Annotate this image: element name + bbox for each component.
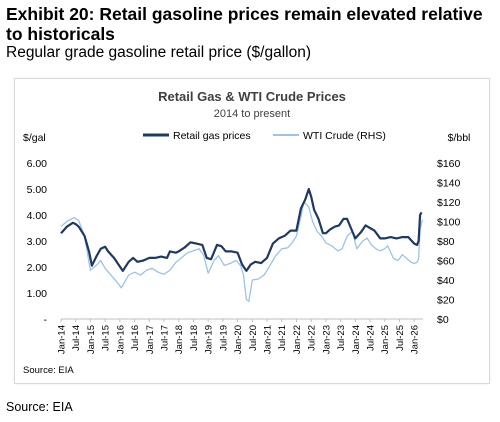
chart-subtitle: 2014 to present — [214, 108, 290, 120]
y2-tick-label: $140 — [437, 178, 461, 190]
x-tick-label: Jan-17 — [145, 325, 156, 354]
x-tick-label: Jul-24 — [366, 325, 377, 351]
x-tick-label: Jan-26 — [410, 325, 421, 354]
x-tick-label: Jul-19 — [218, 325, 229, 351]
x-tick-label: Jan-20 — [233, 325, 244, 354]
x-tick-label: Jan-14 — [57, 325, 68, 354]
x-tick-label: Jan-16 — [115, 325, 126, 354]
x-tick-label: Jan-25 — [380, 325, 391, 354]
series-layer — [60, 187, 424, 303]
x-tick-label: Jul-15 — [101, 325, 112, 351]
x-tick-label: Jul-18 — [189, 325, 200, 351]
y2-tick-label: $0 — [437, 314, 449, 326]
x-tick-label: Jul-25 — [395, 325, 406, 351]
y-tick-label: - — [44, 314, 48, 326]
y-tick-label: 4.00 — [27, 210, 48, 222]
x-tick-label: Jul-23 — [336, 325, 347, 351]
x-tick-label: Jul-17 — [160, 325, 171, 351]
y2-tick-label: $20 — [437, 295, 455, 307]
legend: Retail gas prices WTI Crude (RHS) — [143, 130, 386, 142]
x-tick-label: Jul-21 — [277, 325, 288, 351]
y2-tick-label: $160 — [437, 158, 461, 170]
x-tick-label: Jan-24 — [351, 325, 362, 354]
x-tick-label: Jan-21 — [263, 325, 274, 354]
y2-tick-label: $80 — [437, 236, 455, 248]
axes: - 1.00 2.00 3.00 4.00 5.00 6.00 $0 $20 $40 $60 $80 $… — [27, 158, 461, 354]
legend-label: WTI Crude (RHS) — [303, 130, 386, 142]
y-axis-label-left: $/gal — [23, 132, 46, 144]
chart-source: Source: EIA — [23, 365, 74, 376]
legend-label: Retail gas prices — [173, 130, 251, 142]
x-tick-label: Jul-22 — [307, 325, 318, 351]
x-tick-label: Jan-15 — [86, 325, 97, 354]
x-tick-label: Jan-23 — [321, 325, 332, 354]
y-tick-label: 1.00 — [27, 288, 48, 300]
source-note: Source: EIA — [6, 400, 73, 414]
y-tick-label: 6.00 — [27, 158, 48, 170]
y2-tick-label: $100 — [437, 217, 461, 229]
series-line-wti — [60, 201, 424, 303]
x-tick-label: Jan-18 — [174, 325, 185, 354]
y-tick-label: 5.00 — [27, 184, 48, 196]
chart-frame: Retail Gas & WTI Crude Prices 2014 to pr… — [14, 78, 490, 384]
series-line-retail — [60, 187, 423, 272]
y2-tick-label: $60 — [437, 256, 455, 268]
y-axis-label-right: $/bbl — [448, 132, 471, 144]
exhibit-subtitle: Regular grade gasoline retail price ($/g… — [6, 44, 312, 61]
chart-title: Retail Gas & WTI Crude Prices — [158, 89, 346, 104]
x-tick-label: Jul-14 — [71, 325, 82, 351]
y2-tick-label: $40 — [437, 275, 455, 287]
exhibit-title: Exhibit 20: Retail gasoline prices remai… — [6, 4, 483, 44]
y-tick-label: 3.00 — [27, 236, 48, 248]
x-tick-label: Jan-22 — [292, 325, 303, 354]
y-tick-label: 2.00 — [27, 262, 48, 274]
chart: Retail Gas & WTI Crude Prices 2014 to pr… — [23, 89, 471, 376]
x-tick-label: Jul-16 — [130, 325, 141, 351]
y2-tick-label: $120 — [437, 197, 461, 209]
x-tick-label: Jan-19 — [204, 325, 215, 354]
x-tick-label: Jul-20 — [248, 325, 259, 351]
